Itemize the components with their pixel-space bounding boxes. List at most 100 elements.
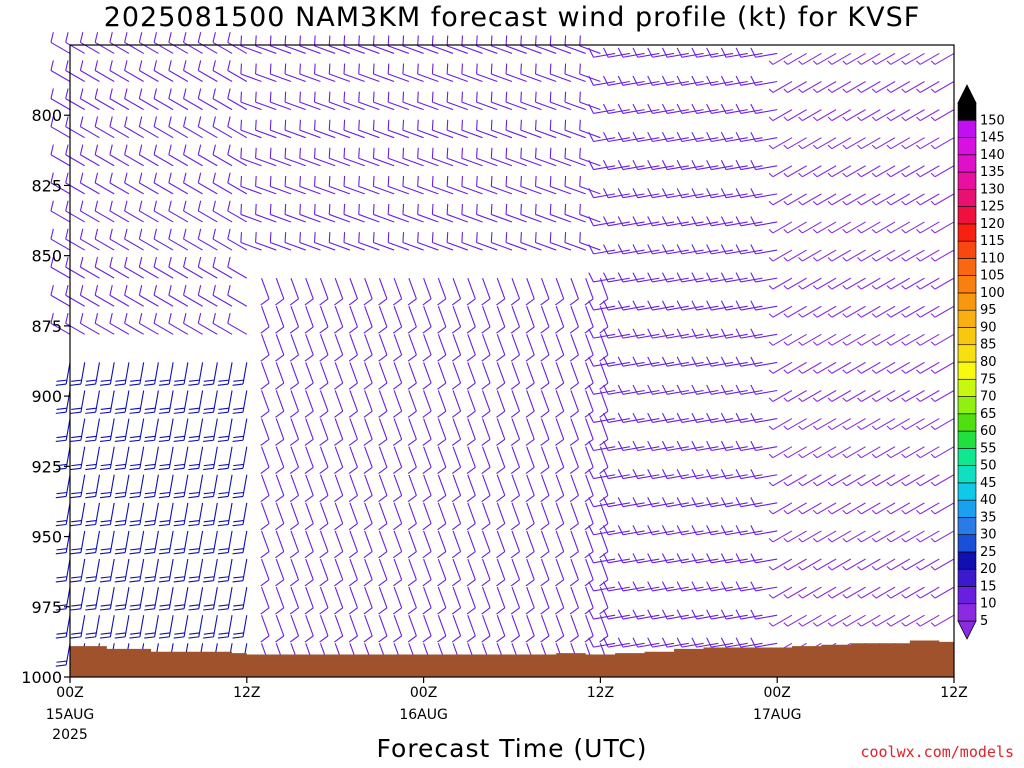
wind-barb xyxy=(720,75,748,86)
wind-barb xyxy=(534,232,557,251)
wind-barb xyxy=(378,586,388,615)
wind-barb xyxy=(735,75,763,86)
wind-barb xyxy=(55,615,71,639)
wind-barb xyxy=(422,277,432,306)
wind-barb xyxy=(129,390,145,414)
wind-barb xyxy=(437,474,447,503)
wind-barb xyxy=(451,558,462,587)
wind-barb xyxy=(555,502,565,531)
wind-barb xyxy=(617,160,645,171)
colorbar-label: 45 xyxy=(980,476,997,491)
wind-barb xyxy=(79,32,100,54)
wind-barb xyxy=(109,116,130,139)
wind-barb xyxy=(334,586,344,615)
wind-barb xyxy=(735,131,763,143)
wind-barb xyxy=(173,587,189,611)
wind-barb xyxy=(857,137,881,150)
wind-barb xyxy=(617,103,645,114)
wind-barb xyxy=(735,497,763,508)
wind-barb xyxy=(240,147,262,167)
credit-link[interactable]: coolwx.com/models xyxy=(860,743,1014,761)
x-tick-label: 2025 xyxy=(52,727,88,743)
wind-barb xyxy=(124,172,144,195)
wind-barb xyxy=(661,160,689,171)
wind-barb xyxy=(525,474,535,503)
wind-barb xyxy=(735,469,763,480)
wind-barb xyxy=(798,249,822,262)
wind-barb xyxy=(168,256,189,279)
wind-barb xyxy=(569,558,579,587)
wind-barb xyxy=(632,131,660,143)
wind-barb xyxy=(647,581,675,592)
wind-barb xyxy=(138,88,159,111)
wind-barb xyxy=(916,530,940,543)
wind-barb xyxy=(144,587,159,611)
wind-barb xyxy=(183,200,203,223)
wind-barb xyxy=(158,446,174,471)
wind-barb xyxy=(632,497,660,508)
wind-barb xyxy=(129,530,145,555)
wind-barb xyxy=(540,474,550,503)
wind-barb xyxy=(871,305,896,318)
wind-barb xyxy=(431,203,454,223)
wind-barb xyxy=(661,637,689,648)
wind-barb xyxy=(871,193,896,206)
wind-barb xyxy=(661,216,689,227)
wind-barb xyxy=(188,502,204,527)
wind-barb xyxy=(603,497,630,508)
wind-barb xyxy=(299,119,321,139)
wind-barb xyxy=(269,147,292,167)
wind-barb xyxy=(750,497,778,508)
wind-barb xyxy=(70,587,86,611)
wind-barb xyxy=(227,313,248,335)
wind-barb xyxy=(79,60,100,82)
wind-barb xyxy=(85,587,101,611)
wind-barb xyxy=(691,609,719,620)
wind-barb xyxy=(735,581,763,592)
wind-barb xyxy=(617,525,645,536)
wind-barb xyxy=(99,446,115,471)
wind-barb xyxy=(94,200,115,223)
wind-barb xyxy=(783,137,807,150)
wind-barb xyxy=(564,119,586,139)
wind-barb xyxy=(240,35,262,54)
wind-barb xyxy=(676,300,704,311)
wind-barb xyxy=(372,91,395,111)
wind-barb xyxy=(99,474,115,499)
wind-barb xyxy=(555,334,565,362)
wind-barb xyxy=(417,203,439,223)
wind-barb xyxy=(168,32,189,54)
wind-barb xyxy=(768,586,793,599)
wind-barb xyxy=(85,558,101,583)
wind-barb xyxy=(85,615,101,639)
wind-barb xyxy=(85,446,101,471)
wind-barb xyxy=(466,390,476,418)
wind-barb xyxy=(260,586,270,615)
wind-barb xyxy=(916,614,940,627)
wind-barb xyxy=(798,109,822,122)
wind-barb xyxy=(661,356,689,367)
wind-barb xyxy=(617,131,645,143)
wind-barb xyxy=(284,63,306,83)
wind-barb xyxy=(676,637,704,648)
wind-barb xyxy=(79,256,100,279)
wind-barb xyxy=(632,553,660,564)
wind-barb xyxy=(343,119,365,139)
wind-barb xyxy=(138,116,159,139)
wind-barb xyxy=(783,361,807,374)
wind-barb xyxy=(750,525,778,536)
wind-barb xyxy=(901,614,925,627)
wind-barb xyxy=(240,91,262,111)
wind-barb xyxy=(871,333,896,346)
wind-barb xyxy=(812,137,837,150)
wind-barb xyxy=(798,193,822,206)
wind-barb xyxy=(217,530,233,555)
wind-barb xyxy=(617,272,645,283)
wind-barb xyxy=(138,228,159,251)
wind-barb xyxy=(144,390,159,414)
wind-barb xyxy=(387,175,410,195)
wind-barb xyxy=(313,147,336,167)
wind-barb xyxy=(461,119,483,139)
wind-barb xyxy=(188,615,204,639)
wind-barb xyxy=(857,165,881,178)
